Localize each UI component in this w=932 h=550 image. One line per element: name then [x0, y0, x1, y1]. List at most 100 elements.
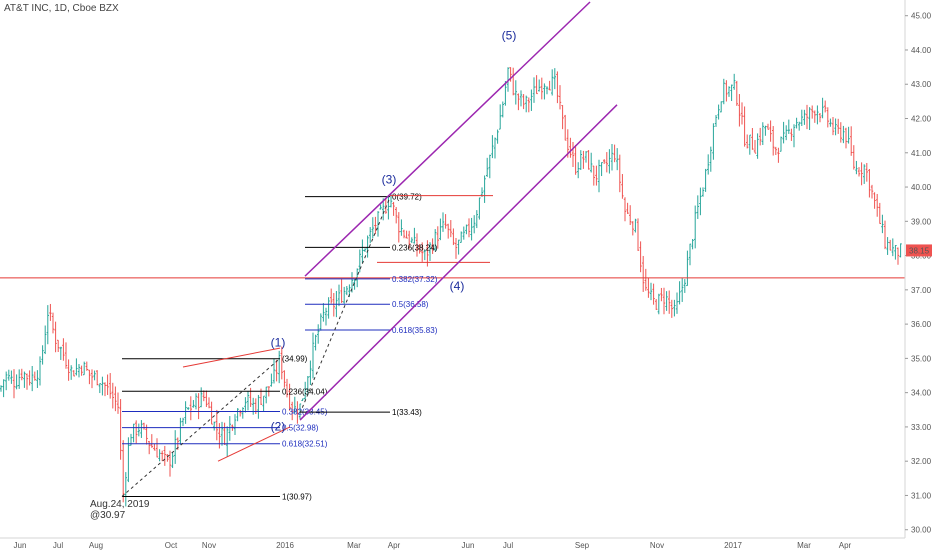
time-tick-label: Oct: [165, 541, 178, 550]
ohlc-bar: [246, 391, 250, 411]
ohlc-bar: [454, 237, 458, 259]
ohlc-bar: [179, 417, 182, 445]
ohlc-bar: [725, 80, 728, 102]
ohlc-bar: [753, 140, 757, 154]
price-tick-label: 33.00: [911, 423, 932, 432]
current-price-label: 38.15: [909, 246, 930, 255]
ohlc-bar: [439, 218, 442, 241]
ohlc-bar: [831, 116, 835, 136]
ohlc-bar: [473, 215, 476, 234]
ohlc-bar: [683, 279, 686, 293]
ohlc-bar: [777, 147, 780, 163]
ohlc-bar: [98, 383, 101, 394]
trend-line[interactable]: [217, 426, 291, 462]
ohlc-bar: [506, 67, 510, 92]
ohlc-bar: [218, 423, 221, 449]
ohlc-bar: [597, 159, 601, 193]
ohlc-bar: [883, 220, 887, 250]
ohlc-bar: [636, 218, 640, 251]
ohlc-bar: [395, 207, 398, 224]
ohlc-bar: [837, 118, 840, 134]
ohlc-bar: [600, 162, 603, 177]
ohlc-bar: [241, 407, 244, 419]
ohlc-bar: [821, 97, 824, 119]
ohlc-bar: [527, 97, 530, 113]
channel-upper[interactable]: [304, 1, 591, 277]
ohlc-bar: [587, 150, 590, 170]
ohlc-bar: [850, 126, 853, 156]
ohlc-bar: [779, 136, 783, 152]
trend-line[interactable]: [182, 347, 281, 368]
ohlc-bar: [621, 174, 624, 199]
ohlc-bar: [584, 151, 588, 163]
price-tick-label: 37.00: [911, 286, 932, 295]
fib2-anchor-line[interactable]: [299, 197, 391, 414]
ohlc-bar: [441, 212, 445, 232]
ohlc-bar: [140, 420, 143, 438]
channel-lower[interactable]: [299, 104, 618, 421]
ohlc-bar: [727, 86, 731, 97]
ohlc-bar: [72, 370, 75, 377]
ohlc-bars: [0, 67, 902, 507]
ohlc-bar: [192, 400, 195, 408]
ohlc-bar: [220, 421, 224, 446]
ohlc-bar: [54, 321, 57, 353]
time-tick-label: Jul: [503, 541, 513, 550]
ohlc-bar: [252, 397, 255, 415]
ohlc-bar: [205, 390, 208, 407]
price-tick-label: 31.00: [911, 491, 932, 500]
ohlc-bar: [681, 278, 684, 302]
ohlc-bar: [499, 104, 502, 130]
ohlc-bar: [881, 214, 884, 234]
time-tick-label: 2016: [276, 541, 294, 550]
ohlc-bar: [337, 284, 341, 307]
ohlc-bar: [855, 160, 858, 175]
ohlc-bar: [553, 68, 556, 90]
ohlc-bar: [142, 422, 146, 430]
ohlc-bar: [109, 373, 112, 399]
ohlc-bar: [574, 144, 577, 175]
price-tick-label: 44.00: [911, 46, 932, 55]
fib1-anchor-line[interactable]: [121, 358, 281, 497]
ohlc-bar: [865, 162, 868, 182]
fib1-level-label: (34.99): [282, 355, 308, 364]
ohlc-bar: [556, 71, 559, 104]
ohlc-bar: [857, 167, 861, 177]
ohlc-bar: [444, 214, 447, 229]
ohlc-bar: [818, 113, 822, 123]
ohlc-bar: [525, 95, 528, 113]
ohlc-bar: [298, 403, 302, 419]
ohlc-bar: [808, 107, 811, 131]
price-tick-label: 41.00: [911, 149, 932, 158]
ohlc-bar: [675, 292, 679, 314]
time-tick-label: Jun: [14, 541, 27, 550]
ohlc-bar: [761, 122, 764, 145]
price-tick-label: 30.00: [911, 526, 932, 535]
time-tick-label: Aug: [89, 541, 103, 550]
ohlc-bar: [223, 422, 226, 445]
ohlc-bar: [319, 313, 322, 331]
ohlc-bar: [88, 369, 91, 385]
ohlc-bar: [894, 245, 897, 260]
ohlc-bar: [25, 373, 29, 390]
price-tick-label: 42.00: [911, 115, 932, 124]
time-axis[interactable]: Jun Jul Aug Oct Nov 2016 Mar Apr Jun Jul Sep Nov 201…: [0, 537, 905, 550]
ohlc-bar: [740, 102, 744, 125]
ohlc-bar: [0, 385, 3, 392]
ohlc-bar: [64, 342, 68, 369]
ohlc-bar: [688, 243, 692, 266]
ohlc-bar: [358, 249, 361, 273]
ohlc-bar: [590, 152, 593, 173]
ohlc-bar: [124, 472, 127, 507]
ohlc-bar: [577, 162, 580, 179]
ohlc-bar: [275, 359, 278, 382]
ohlc-bar: [75, 358, 78, 376]
ohlc-bar: [314, 334, 317, 351]
price-axis[interactable]: 45.0044.0043.0042.0041.0040.0039.0038.00…: [904, 0, 932, 550]
ohlc-bar: [132, 423, 135, 443]
ohlc-bar: [579, 150, 582, 170]
ohlc-bar: [330, 288, 333, 304]
ohlc-bar: [501, 101, 504, 118]
chart-title: AT&T INC, 1D, Cboe BZX: [4, 3, 119, 14]
